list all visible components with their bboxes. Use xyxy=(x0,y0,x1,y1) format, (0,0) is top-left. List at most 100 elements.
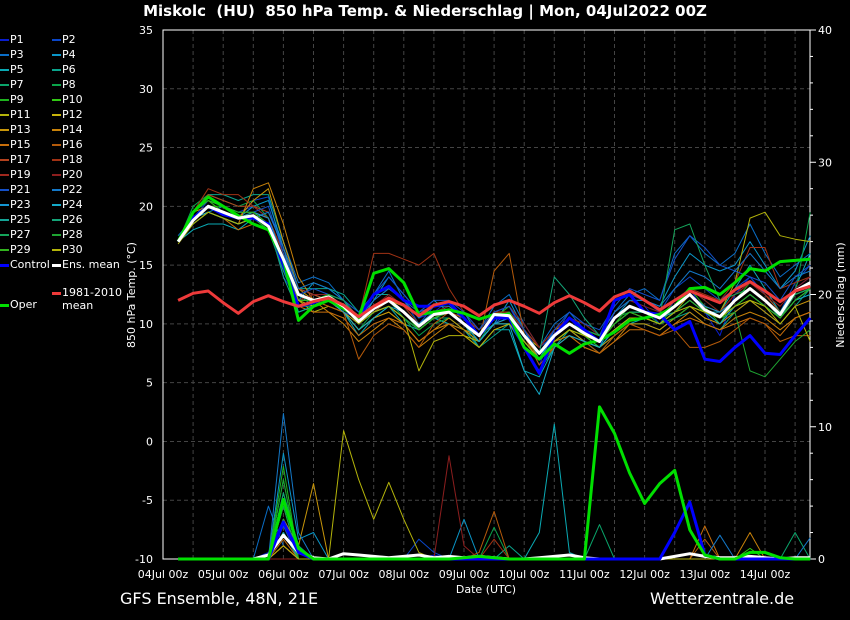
legend-item-p3: P3 xyxy=(0,48,24,61)
legend-swatch xyxy=(0,174,9,176)
legend-item-p27: P27 xyxy=(0,228,31,241)
legend-swatch xyxy=(52,84,61,86)
temp-line-climate-mean xyxy=(177,280,811,319)
legend-item-p30: P30 xyxy=(52,243,83,256)
legend-label: P27 xyxy=(10,228,31,241)
legend-label: P20 xyxy=(62,168,83,181)
legend-swatch xyxy=(52,99,61,101)
chart-title: Miskolc (HU) 850 hPa Temp. & Niederschla… xyxy=(143,2,707,20)
y-tick-label: 25 xyxy=(139,142,153,155)
legend-label: P7 xyxy=(10,78,24,91)
legend-label: P25 xyxy=(10,213,31,226)
legend-label: P19 xyxy=(10,168,31,181)
legend-item-p20: P20 xyxy=(52,168,83,181)
legend-swatch xyxy=(52,114,61,116)
legend-item-p25: P25 xyxy=(0,213,31,226)
legend-item-p1: P1 xyxy=(0,33,24,46)
legend-swatch xyxy=(52,204,61,206)
legend-label: P6 xyxy=(62,63,76,76)
y2-tick-label: 30 xyxy=(818,156,832,169)
y-tick-label: 20 xyxy=(139,200,153,213)
legend-swatch xyxy=(52,159,61,161)
y-tick-label: 30 xyxy=(139,83,153,96)
legend-label: P16 xyxy=(62,138,83,151)
x-tick-label: 09Jul 00z xyxy=(439,568,490,581)
legend-swatch xyxy=(0,303,9,307)
x-tick-label: 12Jul 00z xyxy=(619,568,670,581)
legend-label: Oper xyxy=(10,298,37,311)
x-tick-label: 05Jul 00z xyxy=(198,568,249,581)
x-axis-label: Date (UTC) xyxy=(456,583,516,596)
x-tick-label: 11Jul 00z xyxy=(559,568,610,581)
x-tick-label: 06Jul 00z xyxy=(258,568,309,581)
y2-axis-label: Niederschlag (mm) xyxy=(834,242,847,347)
legend-item-p22: P22 xyxy=(52,183,83,196)
legend-label: P30 xyxy=(62,243,83,256)
legend-item-p29: P29 xyxy=(0,243,31,256)
legend-swatch xyxy=(0,84,9,86)
legend-label: mean xyxy=(62,299,94,312)
legend-swatch xyxy=(52,263,61,267)
legend-swatch xyxy=(52,249,61,251)
legend-item-p18: P18 xyxy=(52,153,83,166)
legend-label: P22 xyxy=(62,183,83,196)
legend-item-p4: P4 xyxy=(52,48,76,61)
legend-swatch xyxy=(0,189,9,191)
y-tick-label: 5 xyxy=(146,377,153,390)
legend-swatch xyxy=(52,144,61,146)
legend-label: P17 xyxy=(10,153,31,166)
legend-item-p26: P26 xyxy=(52,213,83,226)
legend-label: P28 xyxy=(62,228,83,241)
legend-swatch xyxy=(0,69,9,71)
precip-line-oper xyxy=(178,405,811,561)
legend-item-p6: P6 xyxy=(52,63,76,76)
legend-swatch xyxy=(0,159,9,161)
legend-swatch xyxy=(52,54,61,56)
legend-item-p23: P23 xyxy=(0,198,31,211)
legend-item-p12: P12 xyxy=(52,108,83,121)
legend-label: P24 xyxy=(62,198,83,211)
legend-item-p16: P16 xyxy=(52,138,83,151)
legend-label: P4 xyxy=(62,48,76,61)
x-tick-label: 14Jul 00z xyxy=(740,568,791,581)
y-axis-label: 850 hPa Temp. (°C) xyxy=(125,242,138,348)
x-tick-label: 10Jul 00z xyxy=(499,568,550,581)
legend-swatch xyxy=(0,249,9,251)
legend-item-p9: P9 xyxy=(0,93,24,106)
y2-tick-label: 40 xyxy=(818,24,832,37)
legend-item-climate-mean: 1981-2010 mean xyxy=(52,286,122,312)
legend-label: 1981-2010 xyxy=(62,286,122,299)
legend-item-p24: P24 xyxy=(52,198,83,211)
x-tick-label: 13Jul 00z xyxy=(680,568,731,581)
legend-item-p8: P8 xyxy=(52,78,76,91)
legend-swatch xyxy=(52,291,61,295)
legend-label: P23 xyxy=(10,198,31,211)
source-link[interactable]: Wetterzentrale.de xyxy=(650,589,795,608)
x-tick-label: 04Jul 00z xyxy=(138,568,189,581)
legend-item-ens-mean: Ens. mean xyxy=(52,258,120,271)
legend-swatch xyxy=(0,234,9,236)
legend-item-p10: P10 xyxy=(52,93,83,106)
y2-tick-label: 10 xyxy=(818,421,832,434)
legend-swatch xyxy=(52,234,61,236)
legend-swatch xyxy=(52,174,61,176)
legend-swatch xyxy=(0,129,9,131)
y-tick-label: 35 xyxy=(139,24,153,37)
x-tick-label: 08Jul 00z xyxy=(379,568,430,581)
legend-item-control: Control xyxy=(0,258,50,271)
legend-item-p19: P19 xyxy=(0,168,31,181)
legend-swatch xyxy=(52,39,61,41)
legend-label: Control xyxy=(10,258,50,271)
legend-label: P14 xyxy=(62,123,83,136)
y-tick-label: -10 xyxy=(135,553,153,566)
y-tick-label: -5 xyxy=(142,494,153,507)
legend-swatch xyxy=(52,69,61,71)
y2-tick-label: 20 xyxy=(818,289,832,302)
legend-swatch xyxy=(0,99,9,101)
legend-item-p7: P7 xyxy=(0,78,24,91)
legend-swatch xyxy=(52,129,61,131)
legend-label: P11 xyxy=(10,108,31,121)
temp-line-ens-mean xyxy=(176,204,811,355)
legend-item-p13: P13 xyxy=(0,123,31,136)
